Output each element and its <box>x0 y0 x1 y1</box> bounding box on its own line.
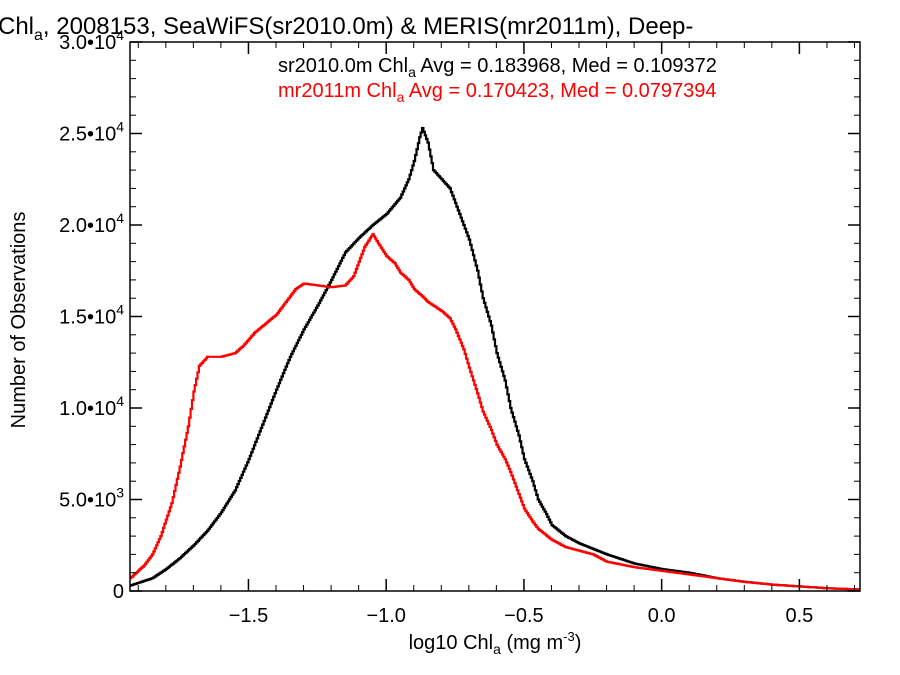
y-tick-label: 2.5•104 <box>59 119 124 146</box>
y-tick-label-base: 2.0•10 <box>59 215 116 237</box>
x-axis-label-suffix: ) <box>575 632 582 654</box>
y-tick-label: 1.0•104 <box>59 393 124 420</box>
y-tick-label: 0 <box>113 581 124 603</box>
x-tick-label: −1.0 <box>366 605 405 627</box>
x-axis-label-subscript: a <box>493 641 501 657</box>
legend-entry-mr2011-subscript: a <box>397 89 405 105</box>
y-tick-label-exponent: 4 <box>116 27 124 43</box>
y-tick-label-base: 0 <box>113 581 124 603</box>
y-tick-label-exponent: 4 <box>116 393 124 409</box>
chart-title-rest: , 2008153, SeaWiFS(sr2010.0m) & MERIS(mr… <box>43 13 693 40</box>
x-tick-label: −0.5 <box>504 605 543 627</box>
y-tick-label-exponent: 4 <box>116 119 124 135</box>
y-tick-label-base: 5.0•10 <box>59 490 116 512</box>
legend: sr2010.0m Chla Avg = 0.183968, Med = 0.1… <box>278 55 717 105</box>
y-tick-label-exponent: 4 <box>116 302 124 318</box>
y-tick-label-base: 3.0•10 <box>59 32 116 54</box>
chart-title-subscript: a <box>34 27 43 44</box>
legend-entry-mr2011: mr2011m Chla Avg = 0.170423, Med = 0.079… <box>278 80 716 105</box>
y-tick-label: 5.0•103 <box>59 485 124 512</box>
y-tick-label: 3.0•104 <box>59 27 124 54</box>
x-tick-label: −1.5 <box>229 605 268 627</box>
chart-title: Chla, 2008153, SeaWiFS(sr2010.0m) & MERI… <box>0 13 693 44</box>
y-tick-label-base: 2.5•10 <box>59 124 116 146</box>
legend-entry-sr2010-prefix: sr2010.0m Chl <box>278 55 408 77</box>
x-axis-label-superscript: -3 <box>563 629 575 644</box>
plot-area: 05.0•1031.0•1041.5•1042.0•1042.5•1043.0•… <box>59 27 861 627</box>
legend-entry-mr2011-prefix: mr2011m Chl <box>278 80 397 102</box>
x-tick-label: 0.5 <box>785 605 813 627</box>
x-axis-label-mid: (mg m <box>501 632 563 654</box>
chart-title-prefix: Chl <box>0 13 34 40</box>
series-line-mr2011m <box>130 233 860 591</box>
x-tick-label: 0.0 <box>648 605 676 627</box>
plot-frame <box>129 41 861 592</box>
y-tick-label-exponent: 3 <box>116 485 124 501</box>
legend-entry-sr2010-text: Avg = 0.183968, Med = 0.109372 <box>416 55 717 77</box>
legend-entry-sr2010-subscript: a <box>408 64 416 80</box>
y-axis-label: Number of Observations <box>8 212 30 429</box>
y-tick-label: 2.0•104 <box>59 210 124 237</box>
y-tick-label-base: 1.0•10 <box>59 398 116 420</box>
legend-entry-sr2010: sr2010.0m Chla Avg = 0.183968, Med = 0.1… <box>278 55 717 80</box>
y-tick-label-base: 1.5•10 <box>59 307 116 329</box>
y-tick-label-exponent: 4 <box>116 210 124 226</box>
x-axis-label: log10 Chla (mg m-3) <box>409 629 582 657</box>
x-axis-label-prefix: log10 Chl <box>409 632 494 654</box>
y-tick-label: 1.5•104 <box>59 302 124 329</box>
legend-entry-mr2011-text: Avg = 0.170423, Med = 0.0797394 <box>404 80 716 102</box>
series-line-sr2010.0m <box>130 126 860 591</box>
